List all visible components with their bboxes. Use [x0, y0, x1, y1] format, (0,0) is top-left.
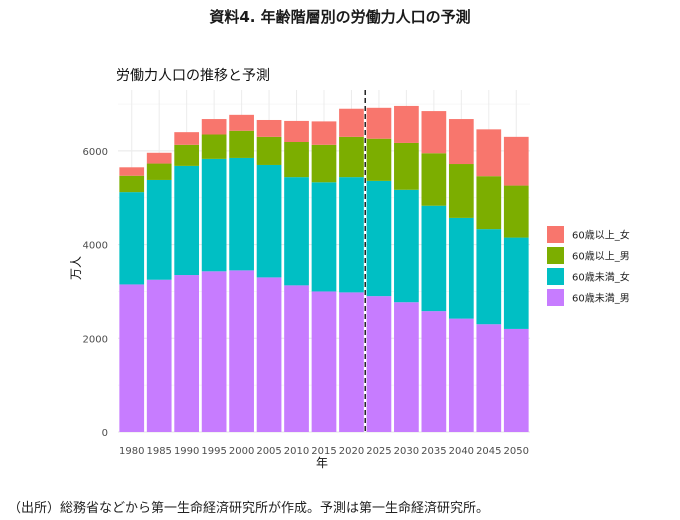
bar-segment [174, 144, 200, 166]
x-axis-label: 年 [316, 456, 328, 470]
bar-segment [229, 130, 254, 158]
x-tick-label: 2005 [256, 446, 281, 457]
bar-segment [174, 275, 200, 432]
x-tick-label: 2000 [229, 446, 254, 457]
bar-segment [201, 271, 227, 432]
bar-segment [174, 165, 200, 276]
document-heading: 資料4. 年齢階層別の労働力人口の予測 [209, 8, 471, 26]
bar-segment [366, 138, 392, 181]
x-tick-label: 2050 [504, 446, 529, 457]
x-tick-label: 2015 [311, 446, 336, 457]
bar-segment [229, 157, 254, 271]
bars [119, 90, 529, 432]
bar-segment [256, 136, 282, 165]
bar-segment [394, 105, 419, 143]
bar-segment [146, 279, 172, 432]
x-tick-label: 2020 [339, 446, 364, 457]
bar-segment [284, 120, 309, 143]
y-tick-label: 2000 [83, 334, 108, 345]
bar-segment [339, 292, 364, 432]
bar-segment [229, 114, 254, 131]
x-tick-label: 1980 [119, 446, 144, 457]
y-tick-label: 0 [102, 428, 108, 439]
chart-title: 労働力人口の推移と予測 [116, 68, 270, 84]
bar-segment [256, 119, 282, 137]
bar-segment [311, 291, 337, 432]
bar-segment [448, 164, 474, 218]
bar-segment [421, 311, 447, 432]
bar-segment [421, 111, 447, 154]
x-tick-label: 1990 [174, 446, 199, 457]
x-tick-label: 1995 [201, 446, 226, 457]
bar-segment [394, 302, 419, 432]
bar-segment [476, 229, 502, 325]
legend-label: 60歳以上_男 [572, 251, 630, 263]
y-tick-label: 6000 [83, 147, 108, 158]
bar-segment [311, 121, 337, 145]
bar-segment [311, 144, 337, 183]
bar-segment [229, 270, 254, 432]
x-tick-label: 2010 [284, 446, 309, 457]
bar-segment [339, 136, 364, 178]
bar-segment [339, 108, 364, 137]
legend-swatch [547, 226, 564, 243]
bar-segment [119, 175, 145, 193]
bar-segment [476, 129, 502, 177]
bar-segment [311, 182, 337, 292]
bar-segment [421, 153, 447, 206]
bar-segment [201, 134, 227, 159]
x-tick-label: 1985 [146, 446, 171, 457]
bar-segment [503, 237, 529, 329]
bar-segment [256, 164, 282, 278]
bar-segment [119, 192, 145, 285]
legend-swatch [547, 268, 564, 285]
bar-segment [476, 176, 502, 230]
y-axis-label: 万人 [69, 256, 83, 280]
bar-segment [146, 163, 172, 180]
source-note: （出所）総務省などから第一生命経済研究所が作成。予測は第一生命経済研究所。 [8, 501, 490, 516]
bar-segment [476, 324, 502, 432]
bar-segment [201, 158, 227, 272]
bar-segment [421, 205, 447, 312]
bar-segment [448, 318, 474, 432]
legend-label: 60歳未満_男 [572, 293, 630, 305]
bar-segment [394, 142, 419, 190]
x-tick-label: 2045 [476, 446, 501, 457]
legend-swatch [547, 289, 564, 306]
bar-segment [394, 189, 419, 303]
bar-segment [366, 107, 392, 139]
bar-segment [256, 277, 282, 432]
y-tick-label: 4000 [83, 241, 108, 252]
legend-label: 60歳未満_女 [572, 271, 630, 284]
x-tick-label: 2040 [449, 446, 474, 457]
bar-segment [503, 185, 529, 238]
x-tick-label: 2025 [366, 446, 391, 457]
legend: 60歳以上_女 60歳以上_男 60歳未満_女 60歳未満_男 [547, 226, 630, 306]
bar-segment [284, 177, 309, 286]
x-tick-label: 2035 [421, 446, 446, 457]
bar-segment [366, 296, 392, 432]
legend-label: 60歳以上_女 [572, 229, 630, 242]
bar-segment [503, 136, 529, 186]
bar-segment [284, 285, 309, 432]
bar-segment [146, 179, 172, 280]
bar-segment [119, 167, 145, 176]
bar-segment [174, 132, 200, 145]
bar-segment [119, 284, 145, 432]
bar-segment [201, 119, 227, 135]
bar-segment [448, 119, 474, 165]
bar-segment [366, 180, 392, 297]
bar-segment [339, 177, 364, 293]
legend-swatch [547, 247, 564, 264]
bar-segment [448, 217, 474, 319]
bar-segment [284, 142, 309, 178]
bar-segment [503, 328, 529, 432]
bar-segment [146, 152, 172, 164]
x-tick-label: 2030 [394, 446, 419, 457]
